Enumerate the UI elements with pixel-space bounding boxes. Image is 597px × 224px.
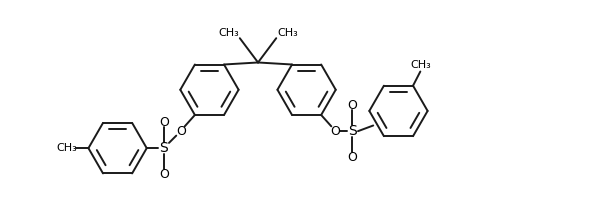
Text: O: O [159, 116, 169, 129]
Text: CH₃: CH₃ [218, 28, 239, 38]
Text: CH₃: CH₃ [57, 143, 78, 153]
Text: O: O [347, 151, 357, 164]
Text: O: O [347, 99, 357, 112]
Text: O: O [176, 125, 186, 138]
Text: O: O [330, 125, 340, 138]
Text: CH₃: CH₃ [277, 28, 298, 38]
Text: S: S [159, 141, 168, 155]
Text: S: S [348, 124, 356, 138]
Text: CH₃: CH₃ [410, 60, 430, 70]
Text: O: O [159, 168, 169, 181]
